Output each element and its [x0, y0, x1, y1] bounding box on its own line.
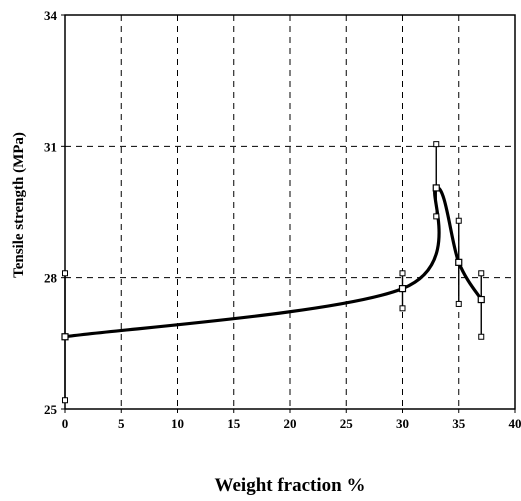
y-ticks: 25 28 31 34 — [44, 8, 65, 417]
y-tick-label: 25 — [44, 402, 58, 417]
x-tick-label: 35 — [452, 416, 466, 431]
x-tick-label: 15 — [227, 416, 241, 431]
x-tick-label: 25 — [340, 416, 354, 431]
data-point — [432, 184, 440, 192]
error-cap-low — [62, 397, 68, 404]
data-point — [398, 285, 407, 293]
y-tick-label: 31 — [44, 139, 57, 154]
series — [61, 141, 485, 404]
error-cap-high — [433, 141, 440, 148]
error-cap-high — [478, 270, 485, 277]
y-tick-label: 34 — [44, 8, 58, 23]
error-cap-high — [62, 270, 68, 277]
x-tick-label: 0 — [62, 416, 69, 431]
x-tick-label: 30 — [396, 416, 409, 431]
x-tick-label: 20 — [284, 416, 297, 431]
grid — [65, 15, 515, 409]
error-cap-low — [478, 333, 485, 340]
error-cap-low — [455, 300, 462, 307]
data-point — [61, 333, 69, 341]
x-tick-label: 5 — [118, 416, 125, 431]
x-ticks: 0 5 10 15 20 25 30 35 40 — [62, 409, 521, 431]
x-tick-label: 40 — [509, 416, 521, 431]
error-cap-high — [399, 270, 406, 277]
error-cap-low — [433, 213, 440, 220]
error-cap-low — [399, 305, 406, 312]
y-axis-title: Tensile strength (MPa) — [11, 132, 27, 278]
y-tick-label: 28 — [44, 271, 58, 286]
x-tick-label: 10 — [171, 416, 184, 431]
series-line — [63, 186, 483, 339]
data-point — [455, 258, 463, 266]
x-axis-title: Weight fraction % — [215, 475, 366, 496]
data-point — [477, 295, 485, 304]
error-cap-high — [455, 217, 462, 224]
